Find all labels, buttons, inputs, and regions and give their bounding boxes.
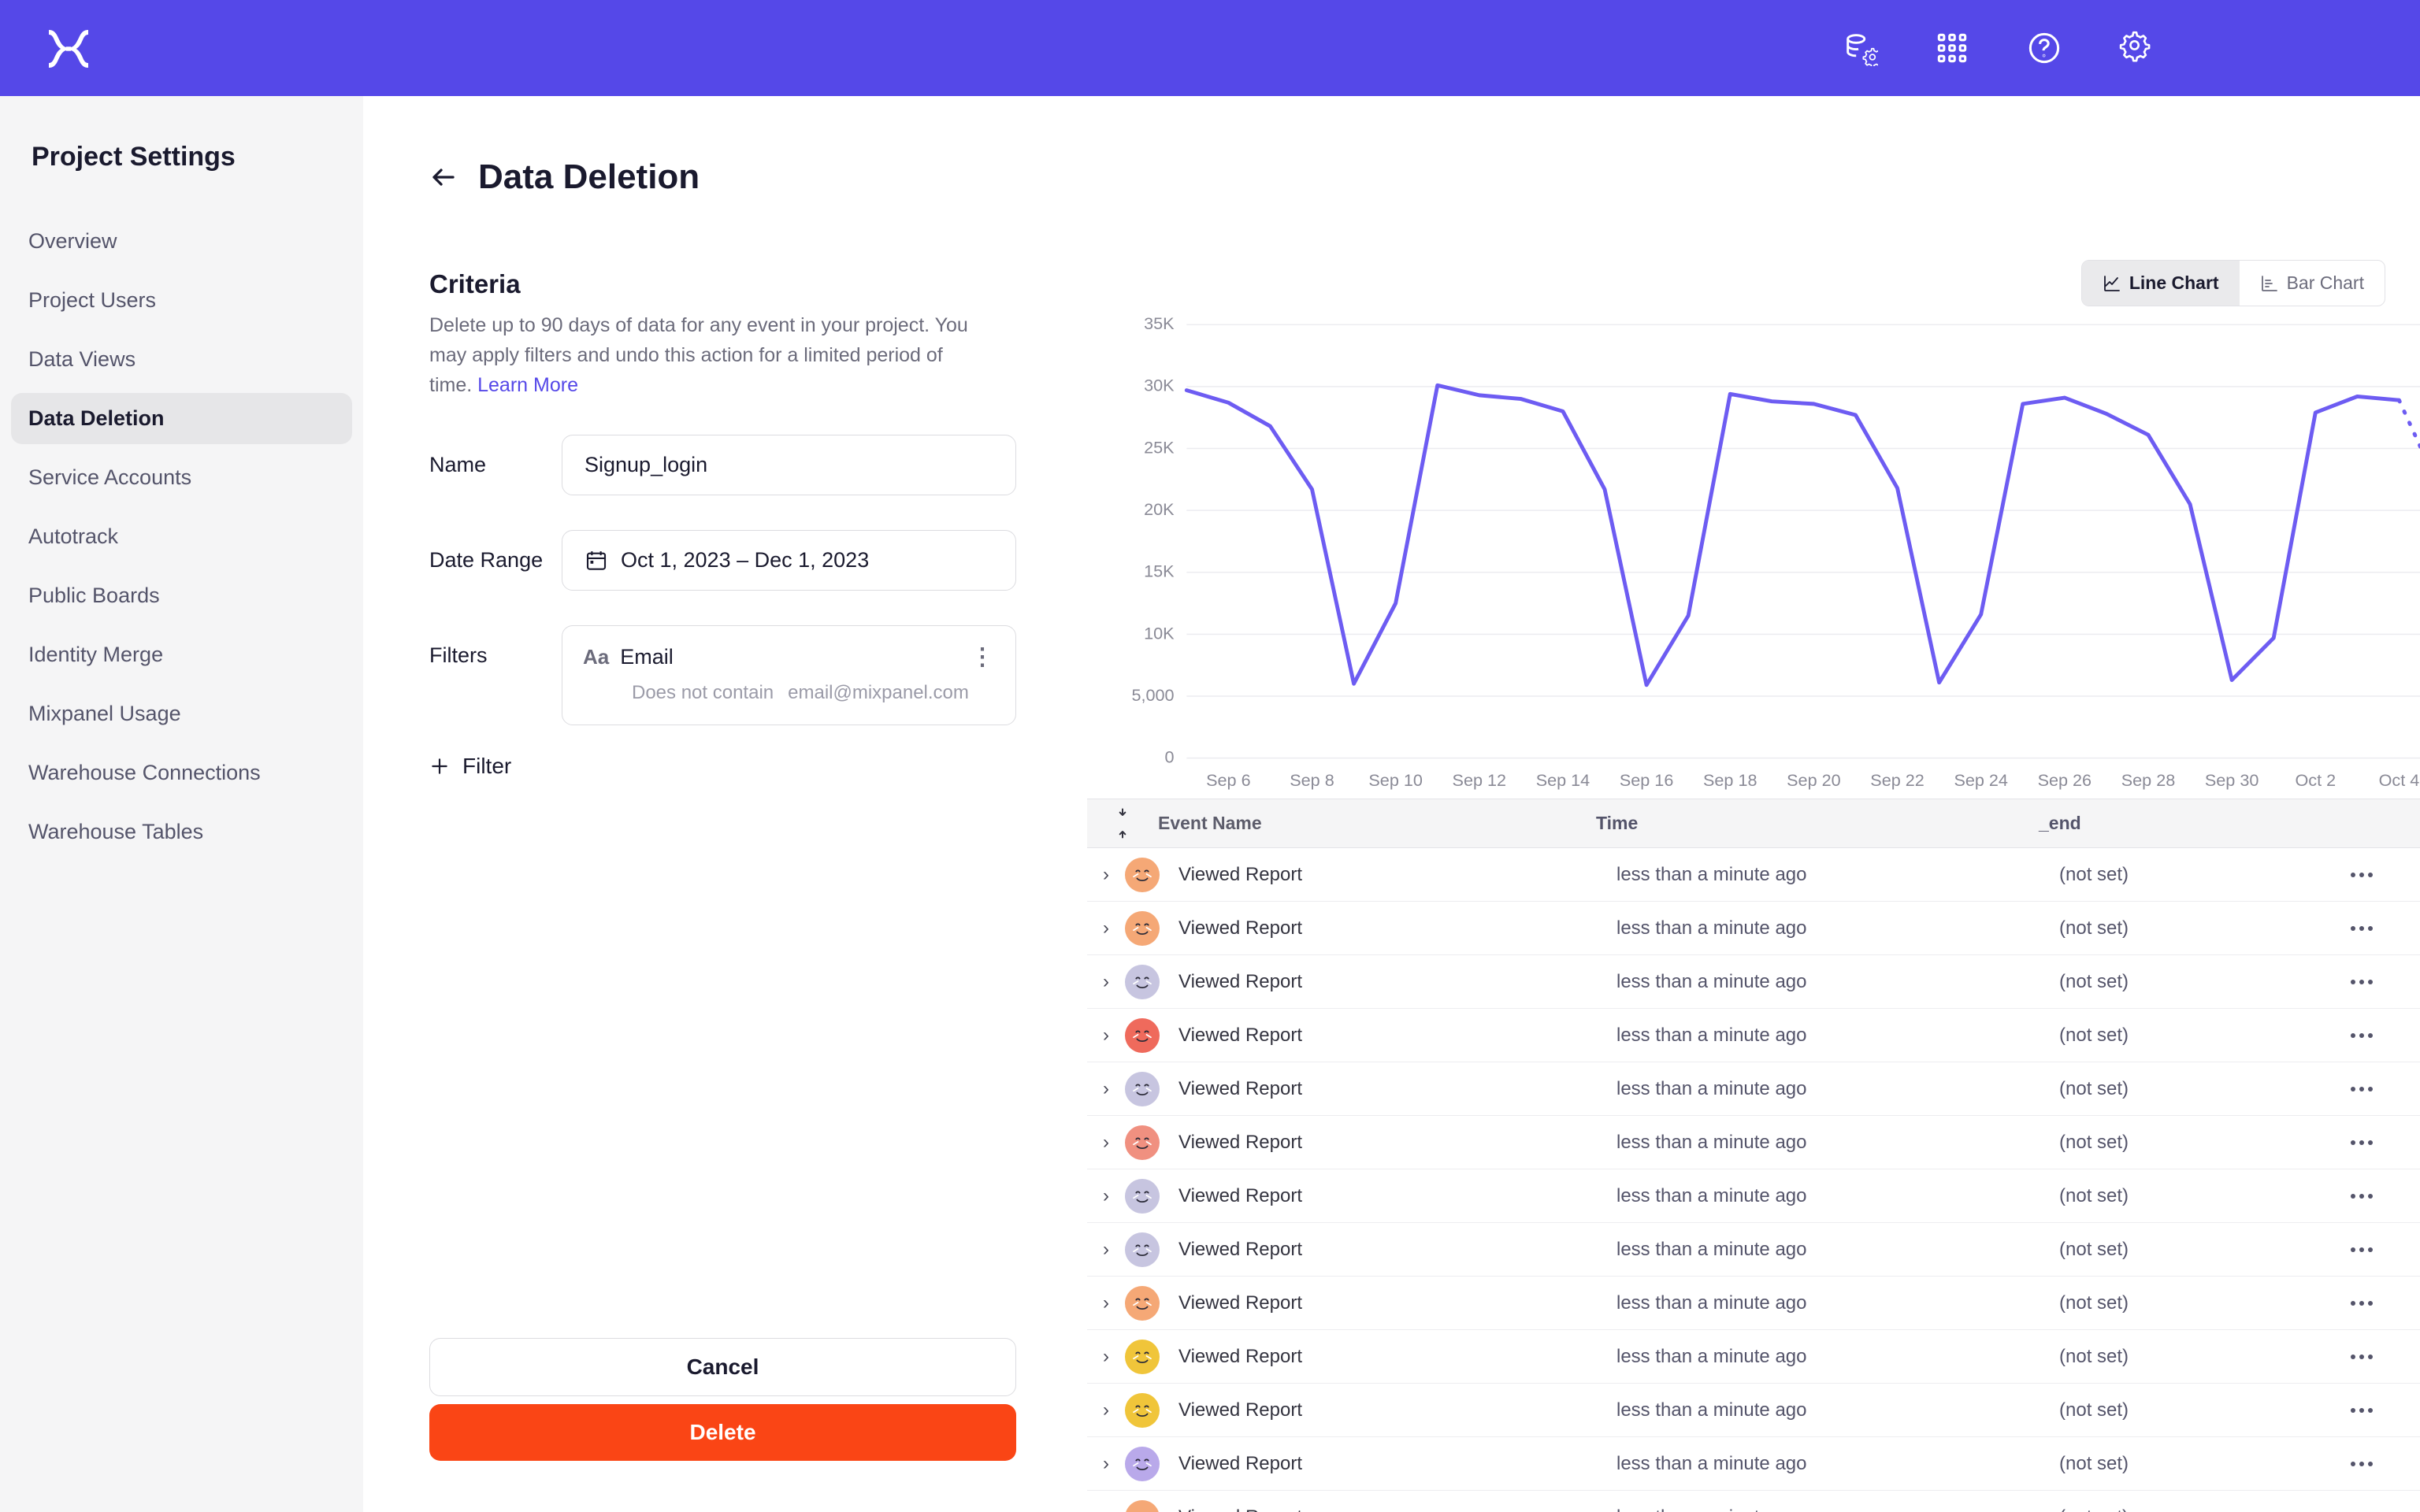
svg-text:Oct 2: Oct 2 [2295, 770, 2336, 790]
svg-text:25K: 25K [1144, 437, 1175, 457]
svg-text:Oct 4: Oct 4 [2379, 770, 2420, 790]
svg-text:Sep 12: Sep 12 [1453, 770, 1507, 790]
svg-text:20K: 20K [1144, 499, 1175, 519]
svg-text:Sep 10: Sep 10 [1368, 770, 1423, 790]
svg-text:Sep 20: Sep 20 [1787, 770, 1841, 790]
svg-text:10K: 10K [1144, 623, 1175, 643]
svg-text:0: 0 [1165, 747, 1175, 767]
svg-text:Sep 26: Sep 26 [2038, 770, 2092, 790]
svg-text:Sep 14: Sep 14 [1536, 770, 1590, 790]
svg-text:5,000: 5,000 [1131, 685, 1174, 705]
svg-text:30K: 30K [1144, 376, 1175, 395]
svg-text:Sep 8: Sep 8 [1290, 770, 1334, 790]
svg-text:35K: 35K [1144, 313, 1175, 333]
svg-text:Sep 22: Sep 22 [1870, 770, 1924, 790]
svg-text:Sep 30: Sep 30 [2205, 770, 2259, 790]
svg-text:Sep 24: Sep 24 [1954, 770, 2008, 790]
svg-text:15K: 15K [1144, 561, 1175, 581]
svg-text:Sep 6: Sep 6 [1206, 770, 1250, 790]
svg-text:Sep 18: Sep 18 [1703, 770, 1757, 790]
svg-text:Sep 16: Sep 16 [1620, 770, 1674, 790]
svg-text:Sep 28: Sep 28 [2121, 770, 2176, 790]
